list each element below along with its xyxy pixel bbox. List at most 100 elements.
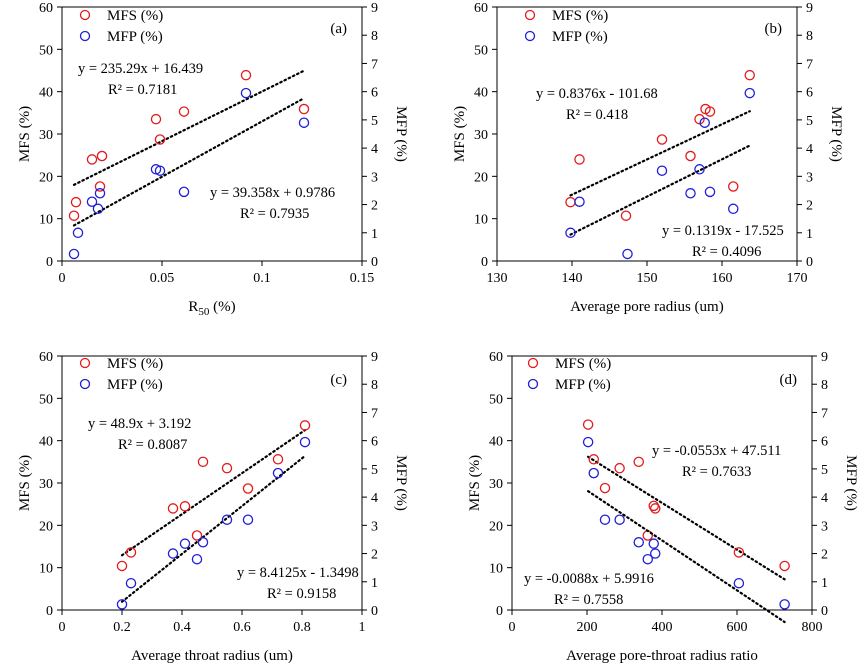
y-left-tick-label: 0 [481, 255, 488, 270]
data-point-mfs [614, 462, 625, 474]
x-axis-label: Average pore-throat radius ratio [566, 648, 758, 664]
x-tick-label: 0.05 [150, 271, 175, 286]
trend-line-mfp [120, 454, 307, 603]
y-right-tick-label: 5 [821, 463, 828, 478]
y-axis-label-left: MFS (%) [17, 455, 33, 511]
trend-line-mfp [569, 144, 751, 236]
y-left-tick-label: 30 [39, 477, 53, 492]
data-point-mfp [565, 227, 576, 239]
chart-panel-b: 130 140 150 160 17001020304050600123456789MF… [452, 1, 844, 315]
data-point-mfp [650, 548, 661, 559]
legend-label-mfs: MFS (%) [107, 356, 163, 372]
y-right-tick-label: 4 [806, 142, 813, 157]
x-tick-label: 0.1 [253, 271, 271, 286]
y-right-tick-label: 8 [806, 29, 813, 44]
r-squared-mfs: R² = 0.8087 [118, 437, 187, 453]
data-point-mfp [299, 436, 311, 448]
y-left-tick-label: 40 [489, 435, 503, 450]
y-left-tick-label: 50 [474, 43, 488, 58]
y-right-tick-label: 3 [371, 519, 378, 534]
y-left-tick-label: 20 [39, 170, 53, 185]
y-left-tick-label: 60 [39, 350, 53, 365]
y-right-tick-label: 4 [371, 142, 378, 157]
y-left-tick-label: 50 [39, 392, 53, 407]
y-left-tick-label: 30 [474, 128, 488, 143]
legend-marker-mfs [524, 9, 536, 21]
data-point-mfp [116, 599, 128, 610]
r-squared-mfs: R² = 0.418 [566, 107, 628, 123]
y-axis-label-left: MFS (%) [17, 106, 33, 162]
data-point-mfs [197, 456, 209, 468]
y-right-tick-label: 5 [371, 114, 378, 129]
y-left-tick-label: 60 [474, 1, 488, 16]
data-point-mfp [648, 538, 660, 549]
r-squared-mfs: R² = 0.7181 [108, 82, 177, 98]
panel-tag: (d) [780, 372, 798, 388]
y-right-tick-label: 9 [371, 1, 378, 16]
data-point-mfs [240, 69, 252, 81]
legend-marker-mfp [527, 378, 539, 390]
data-point-mfp [242, 514, 254, 525]
x-axis-label-main: R [188, 299, 198, 315]
y-right-tick-label: 2 [821, 548, 828, 563]
equation-mfp: y = 8.4125x - 1.3498 [237, 565, 359, 581]
data-point-mfs [685, 150, 696, 162]
data-point-mfp [272, 467, 284, 479]
y-right-tick-label: 1 [806, 227, 813, 242]
y-axis-label-left: MFS (%) [452, 106, 468, 162]
y-right-tick-label: 0 [821, 604, 828, 619]
legend-label-mfs: MFS (%) [555, 356, 611, 372]
equation-mfs: y = 48.9x + 3.192 [88, 416, 191, 432]
data-point-mfp [574, 196, 585, 207]
y-left-tick-label: 20 [474, 170, 488, 185]
trend-line-mfs [72, 69, 306, 186]
data-point-mfp [240, 87, 252, 99]
data-point-mfp [221, 514, 233, 525]
legend-marker-mfs [527, 357, 539, 369]
y-right-tick-label: 6 [821, 435, 828, 450]
x-tick-label: 0.6 [233, 620, 251, 635]
y-left-tick-label: 60 [489, 350, 503, 365]
x-axis-label-main: Average throat radius (um) [131, 648, 293, 664]
data-point-mfp [86, 196, 98, 207]
legend-marker-mfp [79, 30, 91, 42]
data-point-mfp [154, 165, 166, 176]
data-point-mfs [154, 134, 166, 145]
y-left-tick-label: 10 [489, 562, 503, 577]
y-right-tick-label: 2 [371, 199, 378, 214]
data-point-mfp [197, 537, 209, 548]
x-tick-label: 200 [577, 620, 598, 635]
data-point-mfp [704, 186, 716, 198]
data-point-mfs [68, 210, 80, 221]
y-left-tick-label: 40 [39, 86, 53, 101]
y-right-tick-label: 5 [806, 114, 813, 129]
r-squared-mfp: R² = 0.4096 [692, 244, 761, 260]
data-point-mfs [704, 106, 716, 117]
y-right-tick-label: 3 [371, 170, 378, 185]
data-point-mfs [299, 420, 311, 431]
data-point-mfp [582, 436, 594, 448]
data-point-mfs [272, 454, 284, 465]
data-point-mfs [582, 419, 594, 430]
legend-marker-mfs [79, 9, 91, 21]
data-point-mfs [86, 154, 98, 165]
x-axis-label: Average pore radius (um) [570, 299, 723, 315]
y-right-tick-label: 8 [821, 378, 828, 393]
data-point-mfp [694, 164, 705, 175]
data-point-mfs [744, 69, 756, 81]
data-point-mfp [298, 117, 310, 128]
y-right-tick-label: 3 [821, 519, 828, 534]
chart-panel-d: 0 200 400 600 80001020304050600123456789MFS … [467, 350, 859, 664]
data-point-mfp [588, 467, 600, 479]
data-point-mfs [779, 560, 790, 572]
panel-tag: (a) [330, 21, 347, 37]
y-left-tick-label: 10 [39, 562, 53, 577]
y-right-tick-label: 0 [806, 255, 813, 270]
data-point-mfp [614, 514, 625, 525]
y-left-tick-label: 30 [39, 128, 53, 143]
y-left-tick-label: 0 [46, 255, 53, 270]
panel-tag: (c) [330, 372, 347, 388]
y-right-tick-label: 6 [806, 86, 813, 101]
y-right-tick-label: 7 [371, 406, 378, 421]
